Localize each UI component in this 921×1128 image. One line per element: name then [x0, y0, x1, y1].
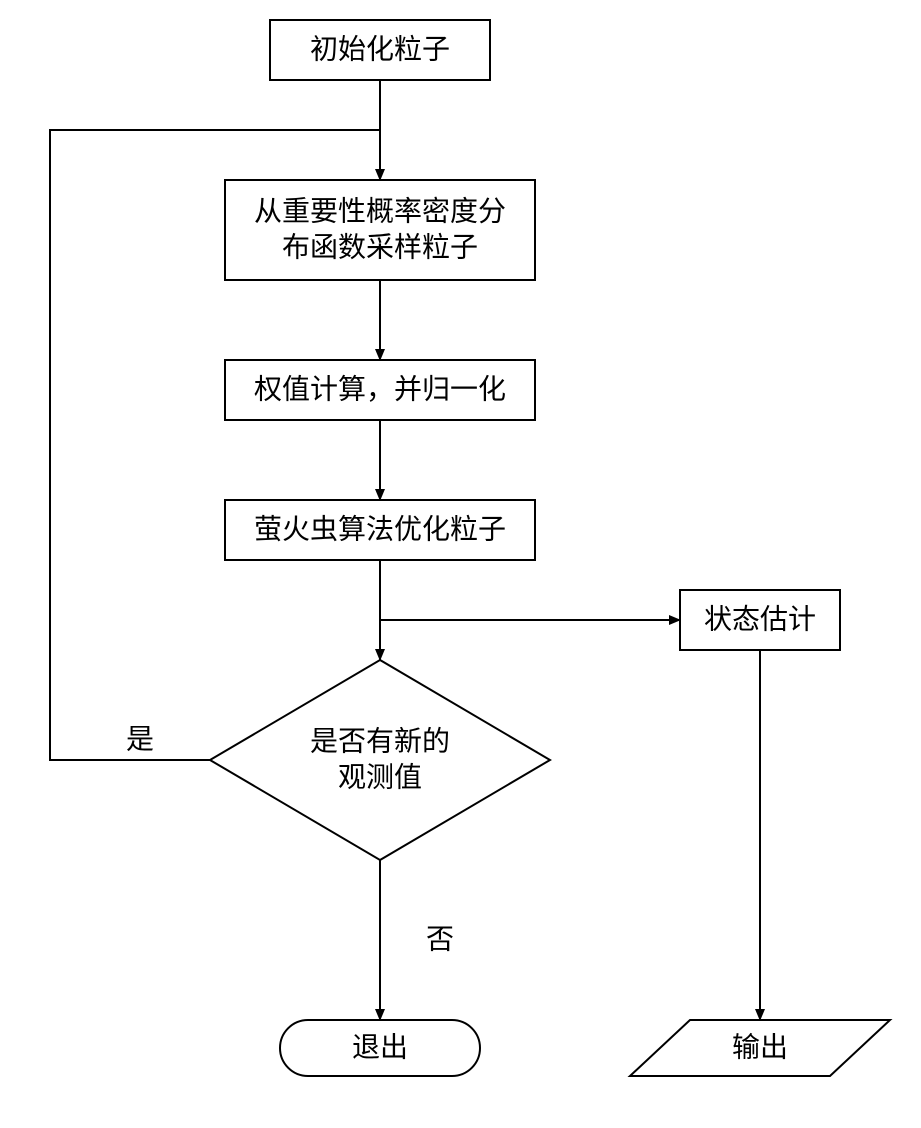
svg-text:是否有新的: 是否有新的: [310, 726, 450, 758]
svg-text:输出: 输出: [732, 1032, 788, 1064]
svg-text:状态估计: 状态估计: [704, 604, 816, 636]
node-firefly: 萤火虫算法优化粒子: [225, 500, 535, 560]
node-state: 状态估计: [680, 590, 840, 650]
svg-text:权值计算，并归一化: 权值计算，并归一化: [254, 374, 506, 406]
node-weight: 权值计算，并归一化: [225, 360, 535, 420]
svg-text:布函数采样粒子: 布函数采样粒子: [282, 232, 478, 264]
label-yes: 是: [126, 725, 154, 756]
node-sample: 从重要性概率密度分布函数采样粒子: [225, 180, 535, 280]
svg-text:初始化粒子: 初始化粒子: [310, 34, 450, 66]
svg-text:退出: 退出: [352, 1032, 408, 1064]
node-exit: 退出: [280, 1020, 480, 1076]
svg-text:萤火虫算法优化粒子: 萤火虫算法优化粒子: [254, 514, 506, 546]
svg-text:观测值: 观测值: [338, 762, 422, 794]
flowchart-canvas: 初始化粒子从重要性概率密度分布函数采样粒子权值计算，并归一化萤火虫算法优化粒子状…: [0, 0, 921, 1128]
node-decision: 是否有新的观测值: [210, 660, 550, 860]
label-no: 否: [426, 925, 454, 956]
svg-text:从重要性概率密度分: 从重要性概率密度分: [254, 196, 506, 228]
node-init: 初始化粒子: [270, 20, 490, 80]
node-output: 输出: [630, 1020, 890, 1076]
